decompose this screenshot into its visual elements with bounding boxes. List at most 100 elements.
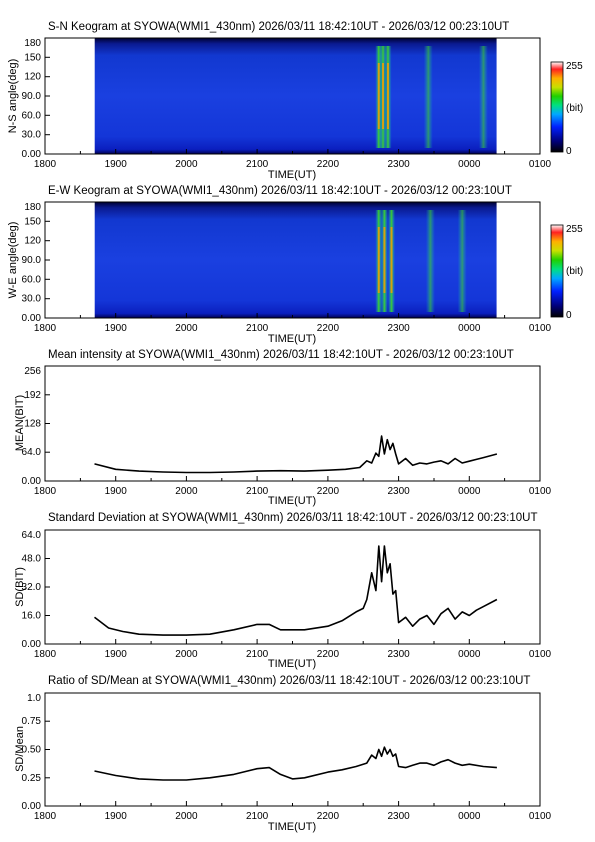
y-tick-label: 32.0 xyxy=(22,582,42,593)
chart-title: Ratio of SD/Mean at SYOWA(WMI1_430nm) 20… xyxy=(48,675,530,687)
colorbar-ramp xyxy=(550,61,564,153)
y-tick-label: 0.25 xyxy=(22,773,42,784)
x-tick-label: 2300 xyxy=(387,159,410,170)
plot-frame xyxy=(44,365,541,482)
colorbar-min-label: 0 xyxy=(566,310,572,321)
x-tick-label: 0100 xyxy=(529,649,552,660)
x-tick-label: 2200 xyxy=(317,486,340,497)
y-tick-label: 16.0 xyxy=(22,611,42,622)
plot-frame xyxy=(44,529,541,645)
y-tick-label: 180 xyxy=(24,202,41,213)
aurora-arc-core xyxy=(382,63,385,129)
colorbar-unit-label: (bit) xyxy=(566,266,583,277)
y-tick-label: 256 xyxy=(24,366,41,377)
x-tick-label: 0100 xyxy=(529,486,552,497)
x-tick-label: 0000 xyxy=(458,486,481,497)
x-tick-label: 2200 xyxy=(317,323,340,334)
series-line-sd xyxy=(94,545,498,636)
x-ticks: 1800 1900 2000 2100 2200 2300 0000 0100 xyxy=(34,149,552,170)
y-ticks: 0.00 30.0 60.0 90.0 120 150 180 xyxy=(22,37,50,160)
aurora-arc-band xyxy=(478,46,488,148)
y-axis-label: SD/Mean xyxy=(14,726,26,772)
chart-title: Mean intensity at SYOWA(WMI1_430nm) 2026… xyxy=(48,349,514,361)
y-tick-label: 0.00 xyxy=(22,801,42,812)
colorbar: 255 (bit) 0 xyxy=(550,61,583,157)
x-tick-label: 2000 xyxy=(175,486,198,497)
keogram-background xyxy=(94,202,497,318)
x-tick-label: 0100 xyxy=(529,323,552,334)
x-tick-label: 0000 xyxy=(458,323,481,334)
y-tick-label: 64.0 xyxy=(22,447,42,458)
y-tick-label: 0.50 xyxy=(22,745,42,756)
x-tick-label: 1800 xyxy=(34,323,57,334)
y-axis-label: SD(BIT) xyxy=(14,567,26,607)
panel-mean-intensity: Mean intensity at SYOWA(WMI1_430nm) 2026… xyxy=(14,349,552,507)
x-tick-label: 1800 xyxy=(34,649,57,660)
y-tick-label: 90.0 xyxy=(22,91,42,102)
panel-standard-deviation: Standard Deviation at SYOWA(WMI1_430nm) … xyxy=(14,512,552,670)
heatmap-image xyxy=(94,38,497,154)
x-tick-label: 2100 xyxy=(246,159,269,170)
x-tick-label: 1900 xyxy=(105,159,128,170)
aurora-arc-band xyxy=(425,210,435,312)
x-tick-label: 2300 xyxy=(387,649,410,660)
x-tick-label: 2100 xyxy=(246,811,269,822)
series-line-mean xyxy=(94,435,498,474)
y-tick-label: 0.00 xyxy=(22,313,42,324)
chart-title: E-W Keogram at SYOWA(WMI1_430nm) 2026/03… xyxy=(48,185,512,197)
y-ticks: 0.00 16.0 32.0 48.0 64.0 xyxy=(22,529,50,650)
x-axis-label: TIME(UT) xyxy=(268,658,316,670)
x-tick-label: 0000 xyxy=(458,159,481,170)
x-tick-label: 2000 xyxy=(175,159,198,170)
x-ticks: 1800 1900 2000 2100 2200 2300 0000 0100 xyxy=(34,639,552,660)
colorbar-max-label: 255 xyxy=(566,224,583,235)
y-tick-label: 1.0 xyxy=(27,693,41,704)
heatmap-image xyxy=(94,202,497,318)
y-axis-label: W-E angle(deg) xyxy=(7,222,19,299)
x-tick-label: 2200 xyxy=(317,649,340,660)
y-tick-label: 64.0 xyxy=(22,530,42,541)
y-tick-label: 30.0 xyxy=(22,130,42,141)
aurora-arc-band xyxy=(423,46,433,148)
y-tick-label: 90.0 xyxy=(22,255,42,266)
panel-sn-keogram: S-N Keogram at SYOWA(WMI1_430nm) 2026/03… xyxy=(7,21,583,181)
x-axis-label: TIME(UT) xyxy=(268,169,316,181)
y-tick-label: 60.0 xyxy=(22,110,42,121)
y-ticks: 0.00 0.25 0.50 0.75 1.0 xyxy=(22,692,50,812)
x-axis-label: TIME(UT) xyxy=(268,821,316,833)
x-tick-label: 1800 xyxy=(34,486,57,497)
y-ticks: 0.00 30.0 60.0 90.0 120 150 180 xyxy=(22,201,50,324)
colorbar: 255 (bit) 0 xyxy=(550,224,583,321)
y-tick-label: 150 xyxy=(24,52,41,63)
y-tick-label: 48.0 xyxy=(22,554,42,565)
keogram-background xyxy=(94,38,497,154)
y-tick-label: 128 xyxy=(24,419,41,430)
x-tick-label: 1800 xyxy=(34,811,57,822)
y-tick-label: 0.00 xyxy=(22,149,42,160)
aurora-arc-core xyxy=(377,63,380,129)
x-tick-label: 0100 xyxy=(529,811,552,822)
x-tick-label: 2100 xyxy=(246,486,269,497)
colorbar-ramp xyxy=(550,224,564,318)
x-tick-label: 2300 xyxy=(387,811,410,822)
x-tick-label: 1800 xyxy=(34,159,57,170)
y-tick-label: 120 xyxy=(24,236,41,247)
x-tick-label: 2000 xyxy=(175,811,198,822)
y-tick-label: 180 xyxy=(24,38,41,49)
aurora-arc-core xyxy=(383,227,386,293)
x-tick-label: 2100 xyxy=(246,649,269,660)
colorbar-max-label: 255 xyxy=(566,61,583,72)
series-line-ratio xyxy=(94,746,497,781)
y-tick-label: 30.0 xyxy=(22,294,42,305)
x-axis-label: TIME(UT) xyxy=(268,495,316,507)
x-tick-label: 0100 xyxy=(529,159,552,170)
x-ticks: 1800 1900 2000 2100 2200 2300 0000 0100 xyxy=(34,313,552,334)
panel-ew-keogram: E-W Keogram at SYOWA(WMI1_430nm) 2026/03… xyxy=(7,185,583,345)
y-tick-label: 0.00 xyxy=(22,639,42,650)
plot-frame xyxy=(44,692,541,807)
y-ticks: 0.00 64.0 128 192 256 xyxy=(22,365,50,487)
x-tick-label: 1900 xyxy=(105,323,128,334)
colorbar-min-label: 0 xyxy=(566,146,572,157)
y-tick-label: 60.0 xyxy=(22,274,42,285)
